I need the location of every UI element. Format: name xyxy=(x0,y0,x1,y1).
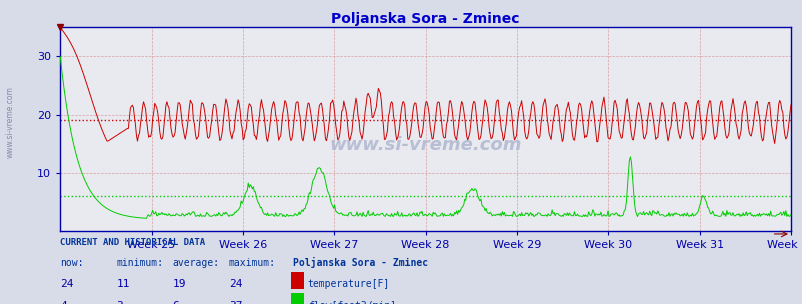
Text: www.si-vreme.com: www.si-vreme.com xyxy=(6,86,15,157)
Text: 24: 24 xyxy=(229,279,242,289)
Text: 11: 11 xyxy=(116,279,130,289)
Text: maximum:: maximum: xyxy=(229,258,276,268)
Text: CURRENT AND HISTORICAL DATA: CURRENT AND HISTORICAL DATA xyxy=(60,238,205,247)
Text: temperature[F]: temperature[F] xyxy=(307,279,389,289)
Text: 24: 24 xyxy=(60,279,74,289)
Text: 6: 6 xyxy=(172,301,179,304)
Text: 4: 4 xyxy=(60,301,67,304)
Text: average:: average: xyxy=(172,258,220,268)
Text: 19: 19 xyxy=(172,279,186,289)
Text: 3: 3 xyxy=(116,301,123,304)
Text: Poljanska Sora - Zminec: Poljanska Sora - Zminec xyxy=(293,257,427,268)
Title: Poljanska Sora - Zminec: Poljanska Sora - Zminec xyxy=(331,12,519,26)
Text: www.si-vreme.com: www.si-vreme.com xyxy=(329,136,521,154)
Text: now:: now: xyxy=(60,258,83,268)
Text: flow[foot3/min]: flow[foot3/min] xyxy=(307,301,395,304)
Text: 37: 37 xyxy=(229,301,242,304)
Text: minimum:: minimum: xyxy=(116,258,164,268)
